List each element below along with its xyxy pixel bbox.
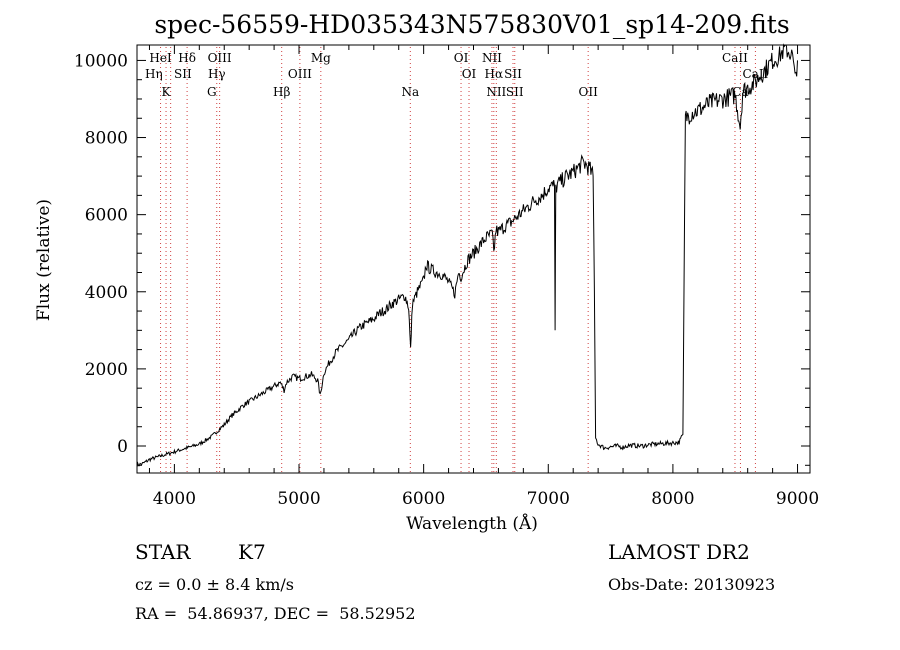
redshift-text: cz = 0.0 ± 8.4 km/s [135, 575, 294, 594]
y-tick-label: 8000 [85, 129, 128, 149]
line-label: K [162, 85, 172, 99]
line-label: NII [486, 85, 506, 99]
x-tick-label: 8000 [651, 489, 694, 509]
object-type: STAR [135, 540, 191, 564]
survey-label: LAMOST DR2 [608, 540, 750, 564]
spectrum-line [136, 43, 798, 468]
x-tick-label: 7000 [527, 489, 570, 509]
x-axis-ticks: 4000 5000 6000 7000 8000 9000 [148, 45, 819, 509]
chart-title: spec-56559-HD035343N575830V01_sp14-209.f… [154, 10, 789, 39]
line-label: Na [401, 85, 419, 99]
x-axis-title: Wavelength (Å) [406, 513, 538, 534]
line-label: NII [482, 51, 502, 65]
x-tick-label: 4000 [153, 489, 196, 509]
line-label: Hη [145, 67, 163, 81]
spectral-subclass: K7 [238, 540, 266, 564]
y-tick-label: 2000 [85, 360, 128, 380]
y-axis-ticks: 0 2000 4000 6000 8000 10000 [74, 51, 810, 466]
y-tick-label: 6000 [85, 206, 128, 226]
line-label: SII [174, 67, 192, 81]
line-label: OII [578, 85, 598, 99]
line-label: G [207, 85, 217, 99]
line-label: Hβ [273, 85, 290, 99]
y-tick-label: 4000 [85, 283, 128, 303]
line-label: CaII [742, 67, 768, 81]
line-label: SII [504, 67, 522, 81]
line-label: HeI [149, 51, 172, 65]
line-label: Hα [485, 67, 504, 81]
line-label: OI [454, 51, 469, 65]
line-label: SII [506, 85, 524, 99]
line-label: Hγ [208, 67, 226, 81]
emission-line-markers [160, 47, 756, 473]
y-tick-label: 10000 [74, 51, 128, 71]
line-label: OI [462, 67, 477, 81]
x-tick-label: 6000 [402, 489, 445, 509]
plot-frame [136, 44, 811, 474]
line-label: OIII [208, 51, 232, 65]
obs-date: Obs-Date: 20130923 [608, 575, 776, 594]
coordinates-text: RA = 54.86937, DEC = 58.52952 [135, 604, 416, 623]
y-axis-title: Flux (relative) [34, 199, 54, 321]
x-tick-label: 5000 [277, 489, 320, 509]
x-tick-label: 9000 [776, 489, 819, 509]
line-label: OIII [288, 67, 312, 81]
line-label: Mg [311, 51, 331, 65]
line-label: Hδ [178, 51, 196, 65]
line-label: CaII [722, 51, 748, 65]
y-tick-label: 0 [117, 437, 128, 457]
line-label: Ca [732, 85, 748, 99]
